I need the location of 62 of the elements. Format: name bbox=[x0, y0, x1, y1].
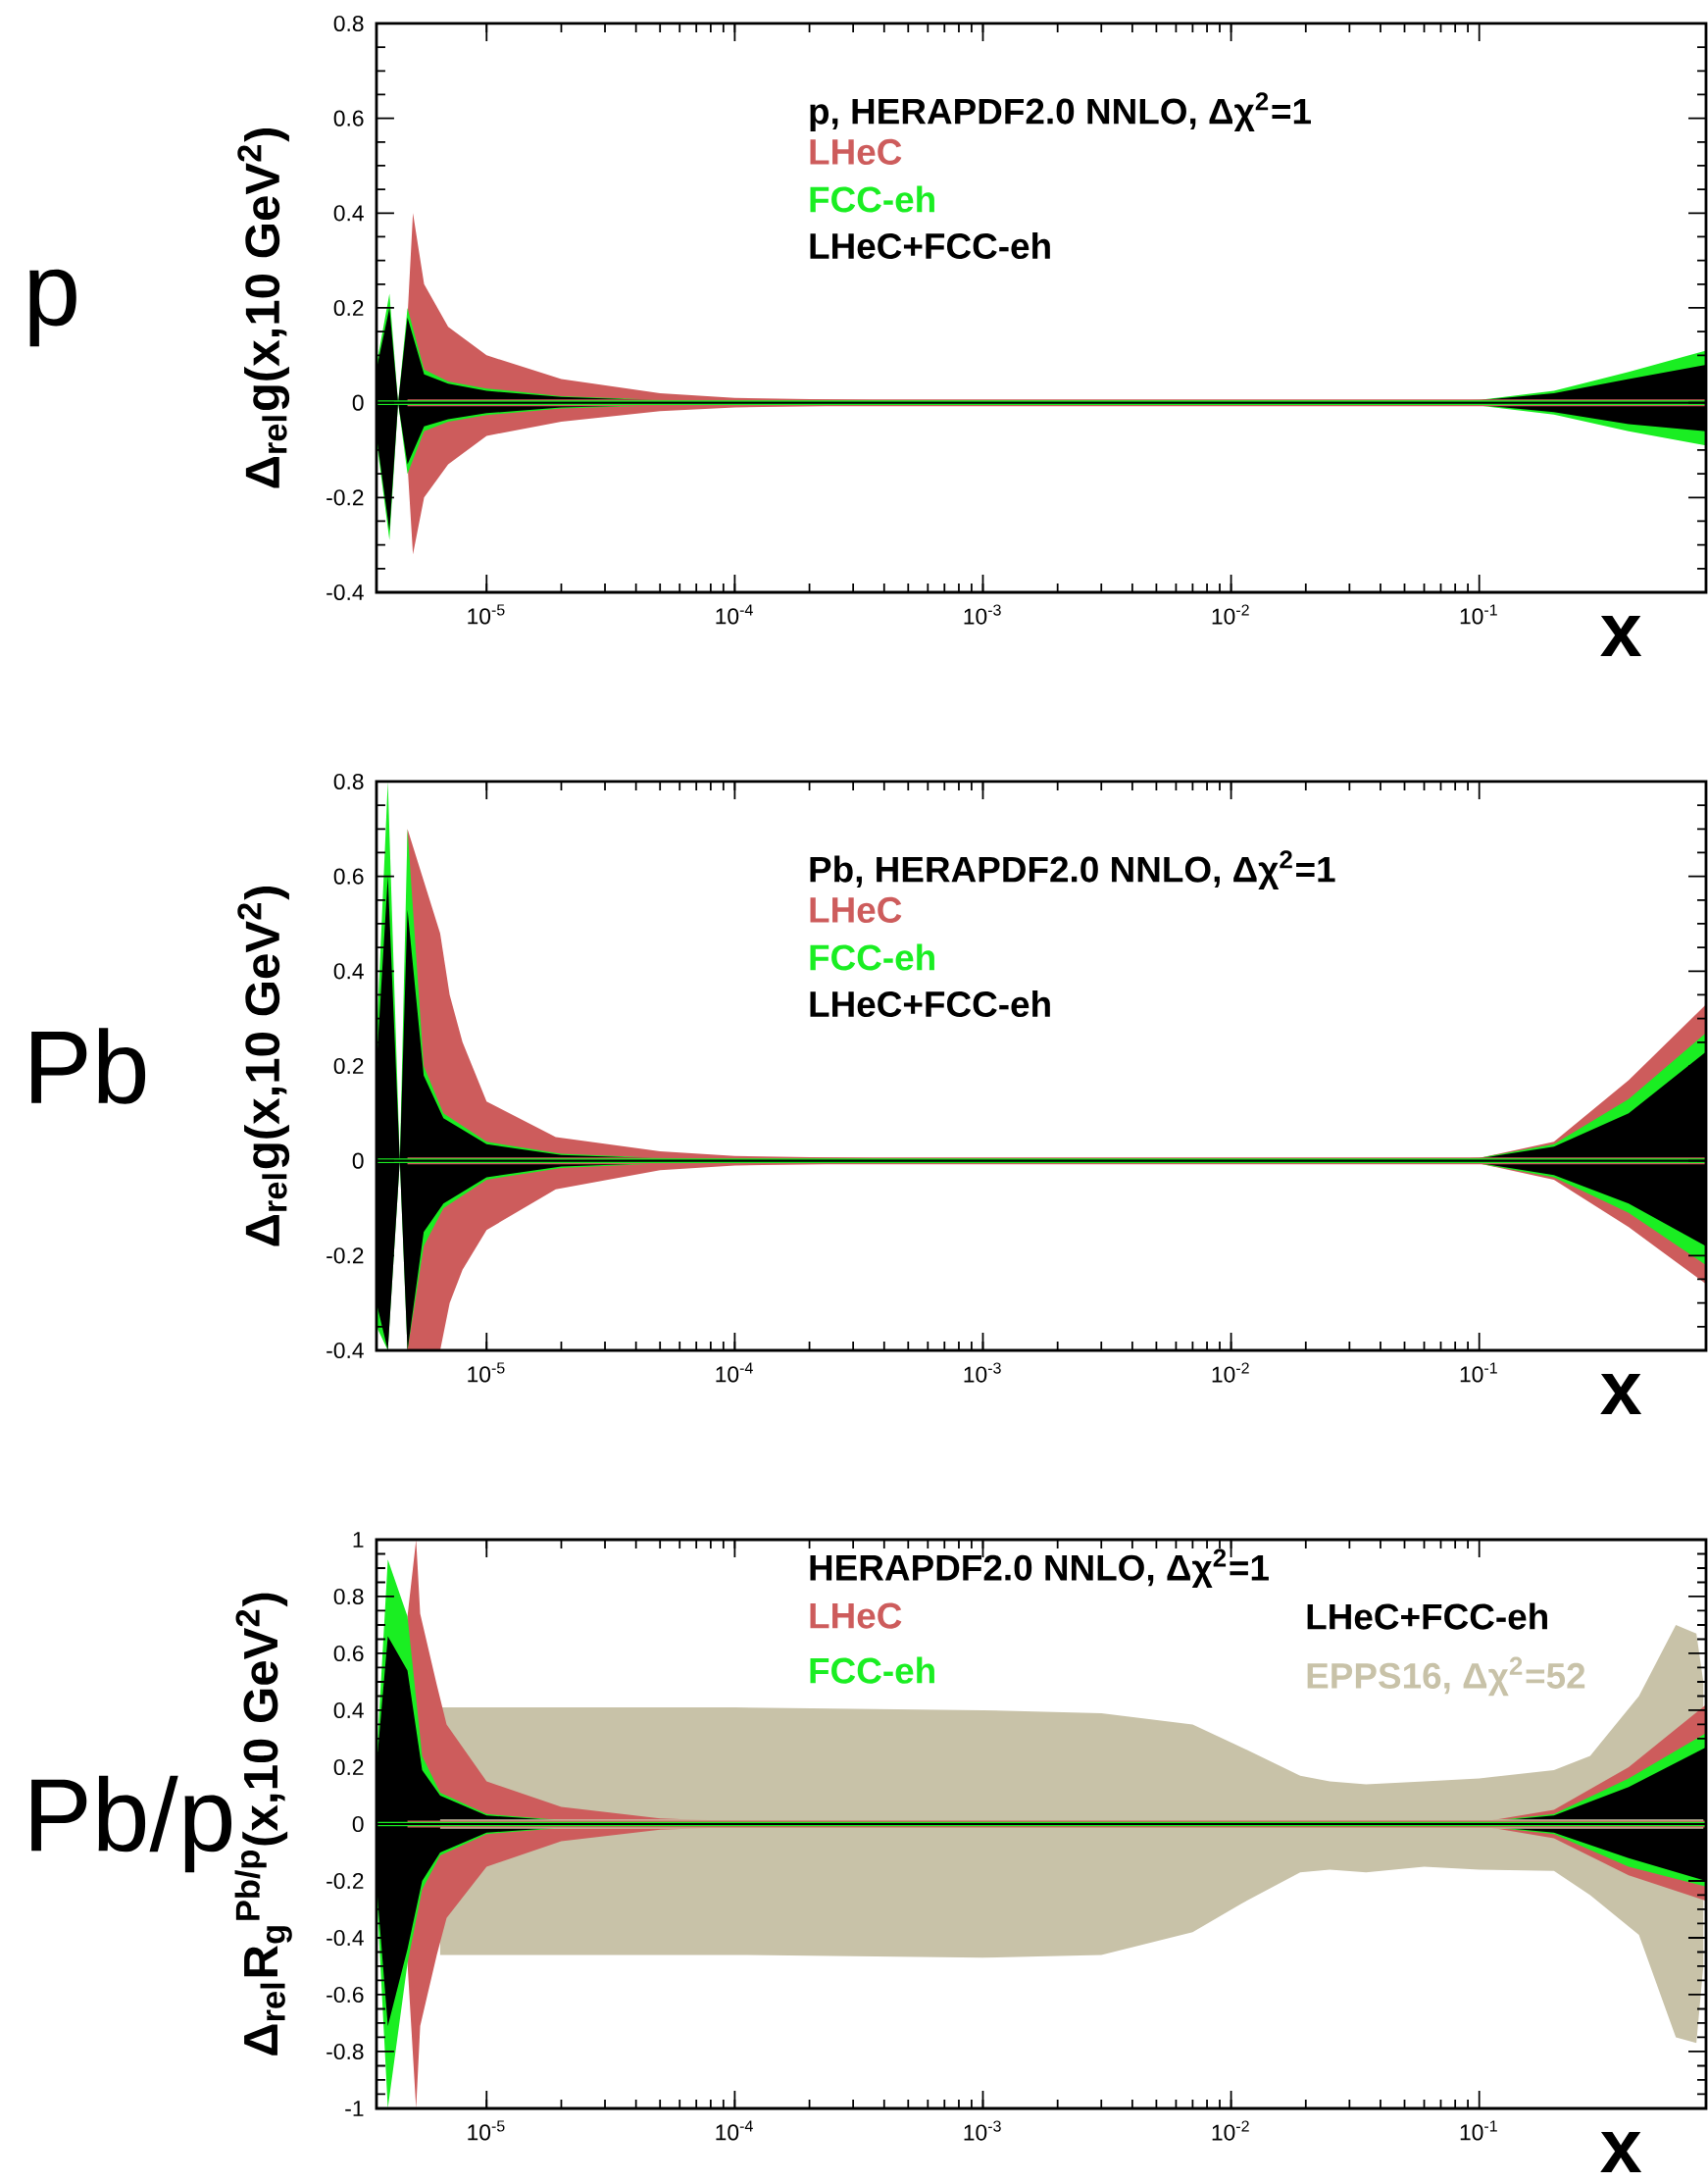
x-axis-title: x bbox=[1600, 1374, 1642, 1414]
y-tick-label: 0 bbox=[352, 1152, 364, 1169]
x-tick-label: 10$^{-1}$ bbox=[1460, 2120, 1497, 2141]
y-tick-label: 0 bbox=[352, 1815, 364, 1833]
x-tick-label: 10$^{-2}$ bbox=[1212, 604, 1249, 625]
x-tick-label: 10$^{-5}$ bbox=[468, 604, 505, 625]
text: LHeC bbox=[810, 896, 902, 923]
legend-title: p, HERAPDF2.0 NNLO, Δχ$^{2}$=1 bbox=[810, 92, 1311, 131]
x-tick-label: 10$^{-5}$ bbox=[468, 2120, 505, 2141]
y-tick-label: 0.2 bbox=[333, 299, 364, 317]
y-tick-label: 0.2 bbox=[333, 1057, 364, 1075]
y-tick-label: 0.2 bbox=[333, 1758, 364, 1776]
text: LHeC+FCC-eh bbox=[1307, 1602, 1547, 1630]
y-tick-label: 0.6 bbox=[333, 110, 364, 127]
text: p bbox=[29, 269, 76, 347]
y-tick-label: 0.4 bbox=[333, 963, 364, 980]
y-axis-title: Δ$_{rel}$R$_{g}$$^{Pb/p}$(x,10 GeV$^{2}$) bbox=[234, 1593, 292, 2055]
x-tick-label: 10$^{-1}$ bbox=[1460, 1362, 1497, 1383]
text: Pb bbox=[31, 1028, 146, 1104]
text: LHeC+FCC-eh bbox=[810, 990, 1050, 1018]
text: EPPS16, Δχ$^{2}$=52 bbox=[1307, 1656, 1585, 1697]
legend-title: HERAPDF2.0 NNLO, Δχ$^{2}$=1 bbox=[810, 1548, 1269, 1589]
x-tick-label: 10$^{-3}$ bbox=[964, 1362, 1001, 1383]
x-tick-label: 10$^{-4}$ bbox=[716, 604, 753, 625]
y-tick-label: 1 bbox=[353, 1532, 364, 1548]
legend-title: Pb, HERAPDF2.0 NNLO, Δχ$^{2}$=1 bbox=[810, 850, 1335, 889]
x-tick-label: 10$^{-4}$ bbox=[716, 2120, 753, 2141]
x-tick-label: 10$^{-1}$ bbox=[1460, 604, 1497, 625]
y-tick-label: 0.4 bbox=[333, 1701, 364, 1719]
text: FCC-eh bbox=[810, 1656, 934, 1684]
y-tick-label: -0.2 bbox=[327, 1872, 364, 1890]
x-tick-label: 10$^{-2}$ bbox=[1212, 2120, 1249, 2141]
y-tick-label: 0.4 bbox=[333, 205, 364, 222]
x-axis-title: x bbox=[1600, 2132, 1642, 2172]
x-tick-label: 10$^{-2}$ bbox=[1212, 1362, 1249, 1383]
y-tick-label: 0.8 bbox=[333, 1588, 364, 1605]
y-tick-label: -0.4 bbox=[327, 584, 364, 601]
y-tick-label: -0.4 bbox=[327, 1929, 364, 1947]
text: LHeC bbox=[810, 138, 902, 165]
text: FCC-eh bbox=[810, 185, 934, 213]
y-tick-label: 0.8 bbox=[333, 773, 364, 790]
y-tick-label: -0.8 bbox=[327, 2043, 364, 2060]
y-tick-label: -0.4 bbox=[327, 1342, 364, 1359]
x-tick-label: 10$^{-3}$ bbox=[964, 604, 1001, 625]
text: LHeC+FCC-eh bbox=[810, 231, 1050, 260]
y-tick-label: 0 bbox=[352, 394, 364, 411]
y-tick-label: -1 bbox=[345, 2101, 364, 2116]
y-tick-label: -0.6 bbox=[327, 1986, 364, 2004]
y-axis-title: Δ$_{rel}$g(x,10 GeV$^{2}$) bbox=[237, 886, 290, 1246]
x-tick-label: 10$^{-5}$ bbox=[468, 1362, 505, 1383]
x-tick-label: 10$^{-4}$ bbox=[716, 1362, 753, 1383]
text: FCC-eh bbox=[810, 943, 934, 971]
y-tick-label: -0.2 bbox=[327, 1247, 364, 1264]
y-axis-title: Δ$_{rel}$g(x,10 GeV$^{2}$) bbox=[237, 127, 290, 488]
y-tick-label: 0.8 bbox=[333, 15, 364, 32]
text: Pb/p bbox=[31, 1775, 232, 1873]
y-tick-label: 0.6 bbox=[333, 1645, 364, 1662]
text: LHeC bbox=[810, 1602, 902, 1629]
y-tick-label: 0.6 bbox=[333, 868, 364, 885]
x-tick-label: 10$^{-3}$ bbox=[964, 2120, 1001, 2141]
x-axis-title: x bbox=[1600, 616, 1642, 656]
y-tick-label: -0.2 bbox=[327, 489, 364, 506]
